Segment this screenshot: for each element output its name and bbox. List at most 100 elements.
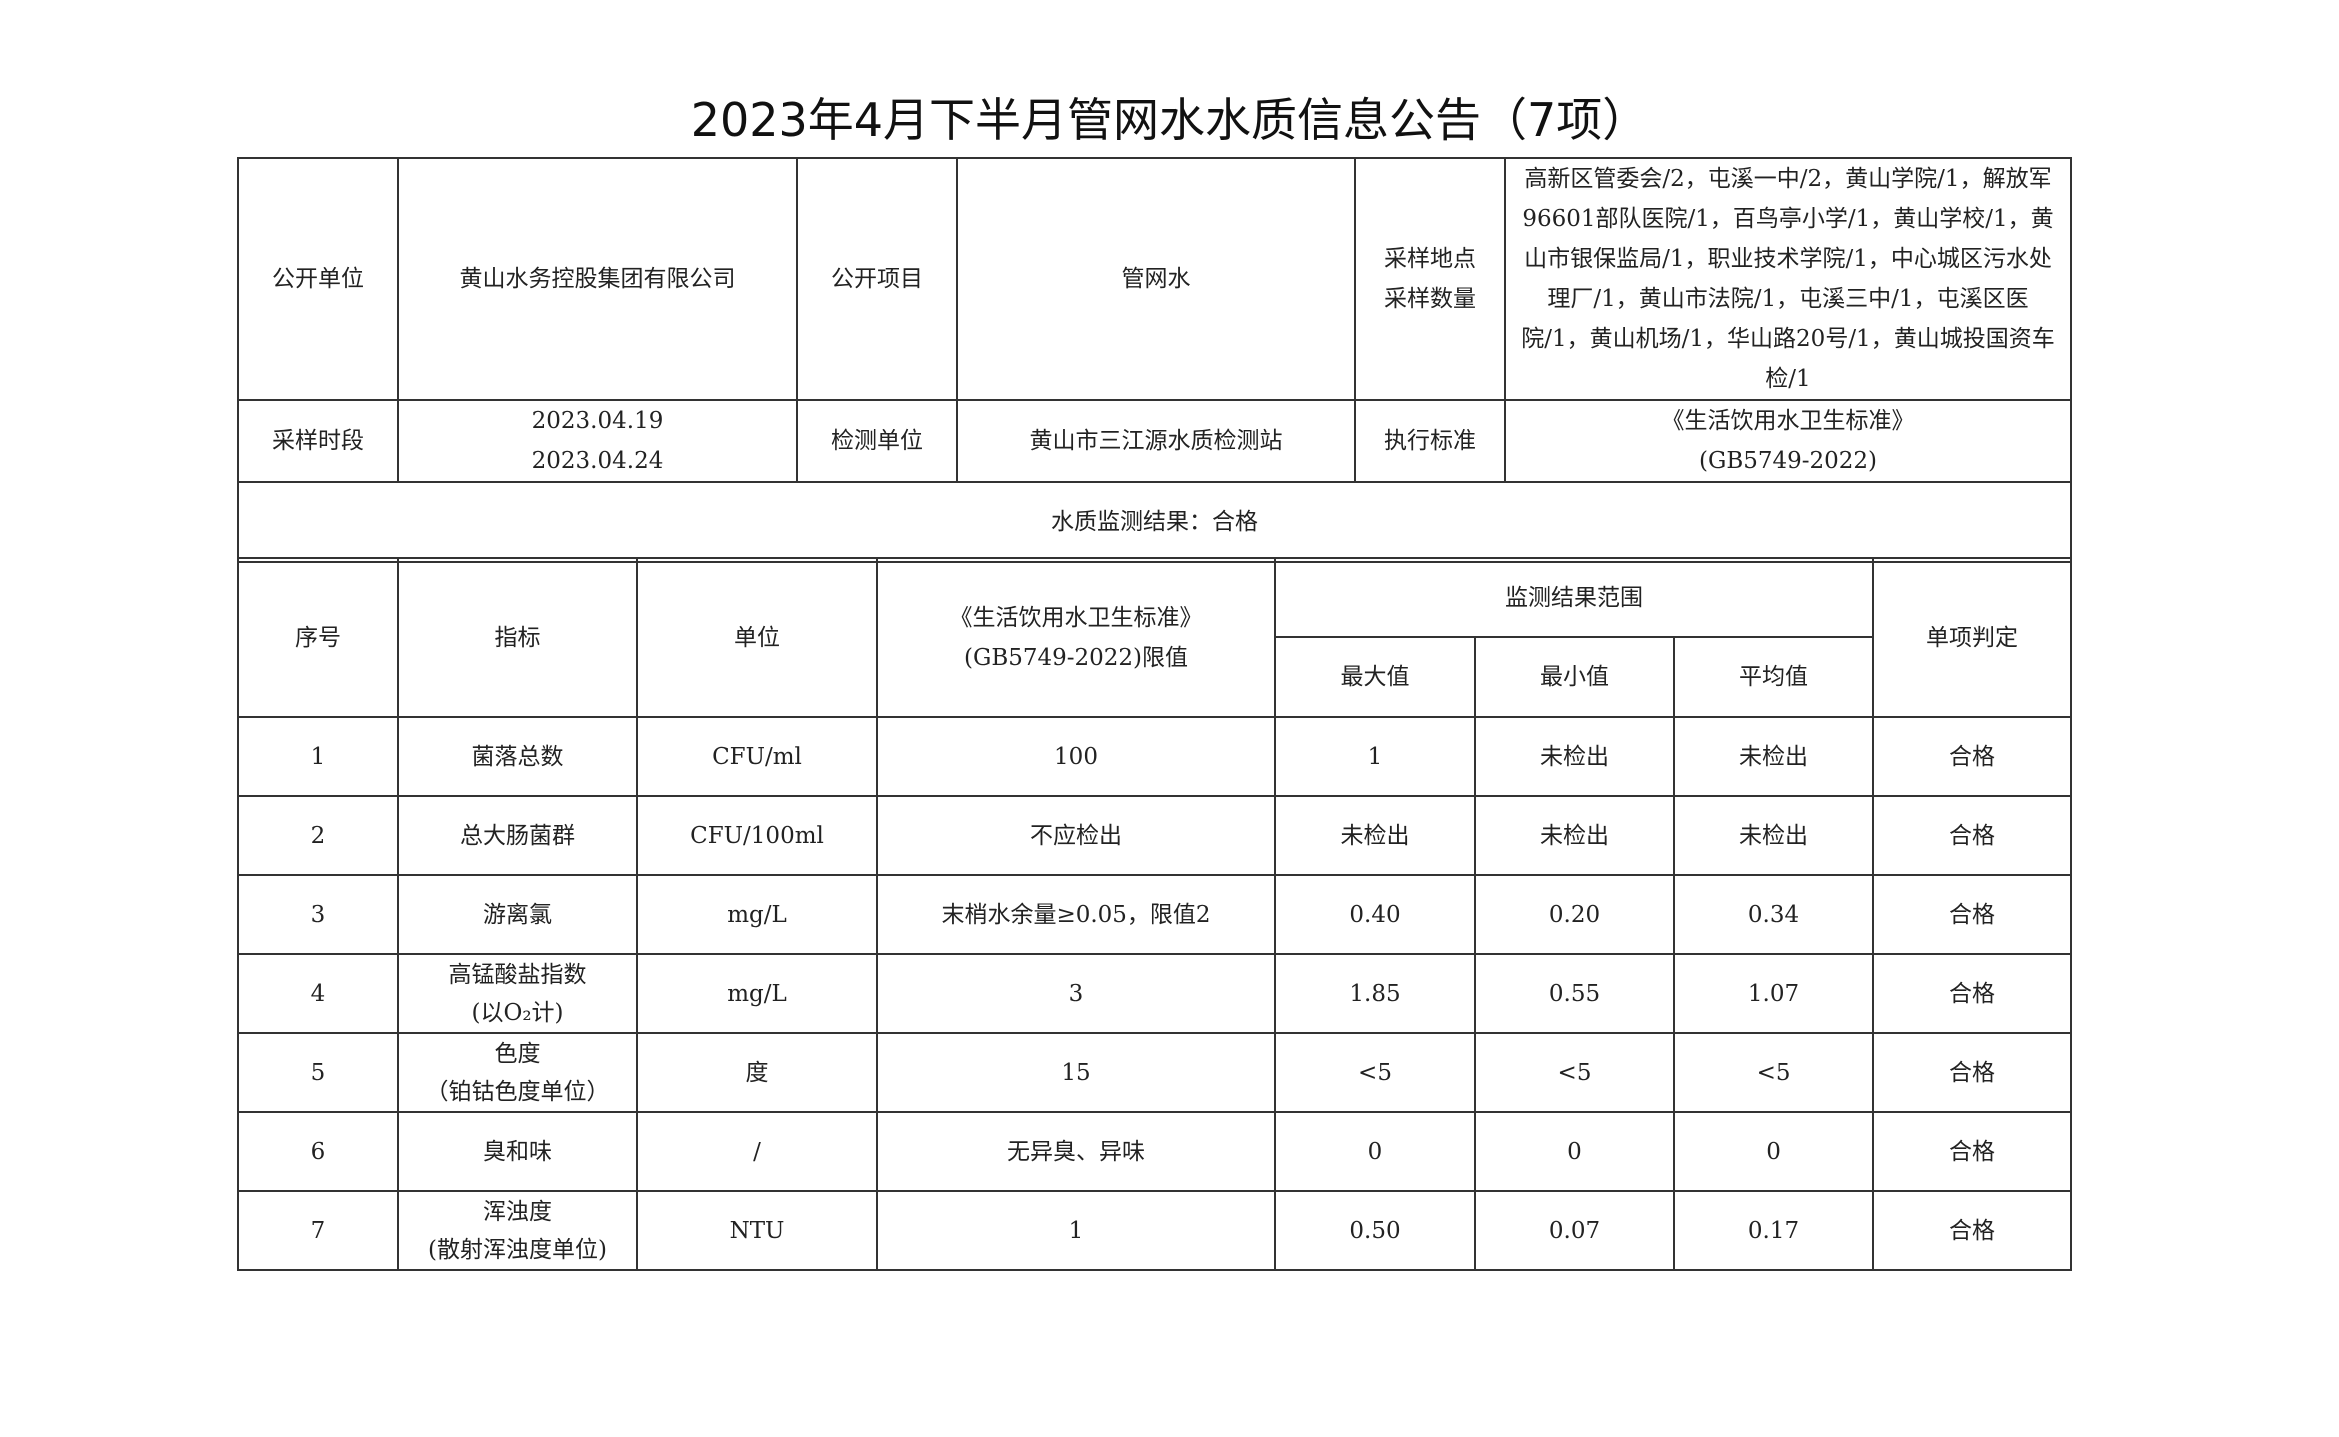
unit-value: 黄山水务控股集团有限公司	[397, 157, 798, 401]
row-verdict: 合格	[1872, 1032, 2073, 1113]
row-max: 0.40	[1274, 874, 1476, 955]
std-value: 《生活饮用水卫生标准》 (GB5749-2022)	[1504, 399, 2072, 483]
sites-label-1: 采样地点	[1384, 246, 1476, 272]
row-verdict: 合格	[1872, 716, 2073, 797]
row-limit: 末梢水余量≥0.05，限值2	[876, 874, 1276, 955]
row-max: 1.85	[1274, 953, 1476, 1034]
row-no: 1	[237, 716, 399, 797]
row-limit: 3	[876, 953, 1276, 1034]
page-title: 2023年4月下半月管网水水质信息公告（7项）	[690, 93, 1649, 147]
row-limit: 100	[876, 716, 1276, 797]
table-row: 4 高锰酸盐指数 (以O₂计) mg/L 3 1.85 0.55 1.07 合格	[237, 953, 2073, 1034]
row-avg: <5	[1672, 1032, 1875, 1113]
row-unit: 度	[636, 1032, 878, 1113]
lab-value: 黄山市三江源水质检测站	[956, 399, 1356, 483]
row-min: 0	[1474, 1111, 1675, 1192]
item-value: 管网水	[956, 157, 1356, 401]
row-indicator: 色度 （铂钴色度单位）	[397, 1032, 638, 1113]
row-no: 5	[237, 1032, 399, 1113]
header-unit: 单位	[636, 557, 878, 718]
lab-label: 检测单位	[796, 399, 958, 483]
row-indicator-note: (以O₂计)	[471, 999, 564, 1026]
row-indicator-name: 浑浊度	[483, 1198, 552, 1225]
row-indicator-note: (散射浑浊度单位)	[428, 1236, 607, 1263]
period-value: 2023.04.19 2023.04.24	[397, 399, 798, 483]
row-no: 3	[237, 874, 399, 955]
header-max: 最大值	[1274, 636, 1476, 718]
row-limit: 无异臭、异味	[876, 1111, 1276, 1192]
header-min: 最小值	[1474, 636, 1675, 718]
results-table: 序号 指标 单位 《生活饮用水卫生标准》 (GB5749-2022)限值 监测结果…	[237, 557, 2073, 1271]
period-end: 2023.04.24	[531, 448, 664, 474]
info-row-unit: 公开单位 黄山水务控股集团有限公司 公开项目 管网水 采样地点采样数量 高新区管…	[237, 157, 2072, 401]
table-row: 7 浑浊度 (散射浑浊度单位) NTU 1 0.50 0.07 0.17 合格	[237, 1190, 2073, 1271]
row-avg: 未检出	[1672, 795, 1875, 876]
item-label: 公开项目	[796, 157, 958, 401]
row-no: 4	[237, 953, 399, 1034]
row-unit: mg/L	[636, 953, 878, 1034]
header-range: 监测结果范围	[1273, 557, 1875, 638]
unit-label: 公开单位	[237, 157, 399, 401]
row-indicator: 臭和味	[397, 1111, 638, 1192]
period-label: 采样时段	[237, 399, 399, 483]
table-row: 5 色度 （铂钴色度单位）度 15 <5 <5 <5 合格	[237, 1032, 2073, 1113]
row-avg: 未检出	[1672, 716, 1875, 797]
row-indicator-name: 色度	[494, 1040, 541, 1067]
row-indicator: 菌落总数	[397, 716, 638, 797]
subheader-row: 最大值 最小值 平均值	[238, 636, 2071, 718]
row-indicator: 浑浊度 (散射浑浊度单位)	[397, 1190, 638, 1271]
info-table: 公开单位 黄山水务控股集团有限公司 公开项目 管网水 采样地点采样数量 高新区管…	[237, 157, 2072, 563]
row-indicator-name: 高锰酸盐指数	[448, 961, 587, 988]
header-indicator: 指标	[397, 557, 638, 718]
row-max: 0	[1274, 1111, 1476, 1192]
row-unit: /	[636, 1111, 878, 1192]
row-min: 未检出	[1474, 795, 1675, 876]
header-avg: 平均值	[1672, 636, 1875, 718]
row-min: <5	[1474, 1032, 1675, 1113]
row-avg: 0	[1672, 1111, 1875, 1192]
row-verdict: 合格	[1872, 1111, 2073, 1192]
row-max: 1	[1274, 716, 1476, 797]
header-row: 序号 指标 单位 《生活饮用水卫生标准》 (GB5749-2022)限值 监测结果…	[237, 557, 2073, 718]
result-row: 水质监测结果：合格	[237, 481, 2072, 563]
row-no: 2	[237, 795, 399, 876]
sites-value: 高新区管委会/2，屯溪一中/2，黄山学院/1，解放军96601部队医院/1，百鸟…	[1504, 157, 2072, 401]
header-limit-2: (GB5749-2022)限值	[963, 644, 1189, 671]
row-indicator-note: （铂钴色度单位）	[425, 1078, 610, 1105]
std-value-1: 《生活饮用水卫生标准》	[1661, 408, 1915, 434]
row-verdict: 合格	[1872, 795, 2073, 876]
row-min: 0.20	[1474, 874, 1675, 955]
row-avg: 0.17	[1672, 1190, 1875, 1271]
info-row-period: 采样时段 2023.04.19 2023.04.24 检测单位 黄山市三江源水质检…	[237, 399, 2072, 483]
sites-label: 采样地点 采样数量	[1354, 157, 1506, 401]
result-text: 水质监测结果：合格	[237, 481, 2072, 563]
header-no: 序号	[237, 557, 399, 718]
row-unit: CFU/100ml	[636, 795, 878, 876]
sites-label-2: 采样数量	[1384, 286, 1476, 312]
table-row: 2 总大肠菌群 CFU/100ml 不应检出 未检出 未检出 未检出 合格	[237, 795, 2073, 876]
row-min: 未检出	[1474, 716, 1675, 797]
row-no: 6	[237, 1111, 399, 1192]
row-avg: 0.34	[1672, 874, 1875, 955]
row-indicator: 游离氯	[397, 874, 638, 955]
row-unit: mg/L	[636, 874, 878, 955]
header-limit: 《生活饮用水卫生标准》 (GB5749-2022)限值	[876, 557, 1276, 718]
row-max: 0.50	[1274, 1190, 1476, 1271]
row-verdict: 合格	[1872, 1190, 2073, 1271]
row-min: 0.55	[1474, 953, 1675, 1034]
row-unit: NTU	[636, 1190, 878, 1271]
row-limit: 15	[876, 1032, 1276, 1113]
table-row: 3 游离氯 mg/L 末梢水余量≥0.05，限值2 0.40 0.20 0.34 合格	[237, 874, 2073, 955]
row-avg: 1.07	[1672, 953, 1875, 1034]
row-max: <5	[1274, 1032, 1476, 1113]
table-row: 6 臭和味 / 无异臭、异味 0 0 0 合格	[237, 1111, 2073, 1192]
row-indicator: 总大肠菌群	[397, 795, 638, 876]
row-limit: 不应检出	[876, 795, 1276, 876]
row-max: 未检出	[1274, 795, 1476, 876]
row-limit: 1	[876, 1190, 1276, 1271]
std-label: 执行标准	[1354, 399, 1506, 483]
period-start: 2023.04.19	[531, 408, 664, 434]
row-indicator: 高锰酸盐指数 (以O₂计)	[397, 953, 638, 1034]
row-min: 0.07	[1474, 1190, 1675, 1271]
header-limit-1: 《生活饮用水卫生标准》	[949, 604, 1203, 631]
